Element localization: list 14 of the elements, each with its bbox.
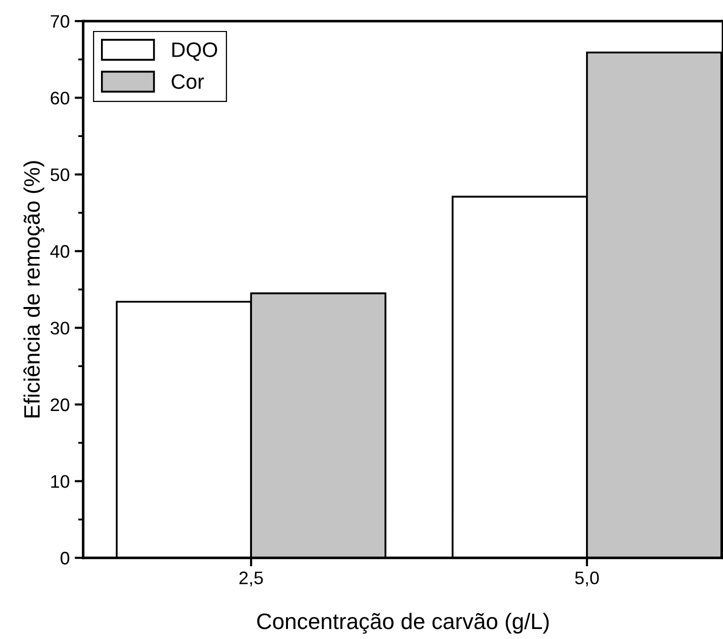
x-tick-label: 2,5: [239, 572, 263, 586]
y-tick-label: 50: [50, 168, 70, 182]
x-tick-label: 5,0: [575, 572, 599, 586]
y-tick-label: 30: [50, 322, 70, 335]
y-tick-label: 10: [51, 475, 70, 488]
y-tick-label: 0: [60, 552, 70, 565]
y-axis-title: Eficiência de remoção (%): [23, 161, 44, 418]
y-tick-label: 70: [50, 15, 70, 28]
y-tick-label: 40: [50, 245, 70, 258]
x-axis-title: Concentração de carvão (g/L): [257, 612, 549, 634]
y-tick-label: 60: [50, 92, 70, 104]
legend-label: Cor: [172, 74, 204, 89]
y-tick-label: 20: [50, 398, 70, 412]
legend-label: DQO: [172, 42, 218, 61]
